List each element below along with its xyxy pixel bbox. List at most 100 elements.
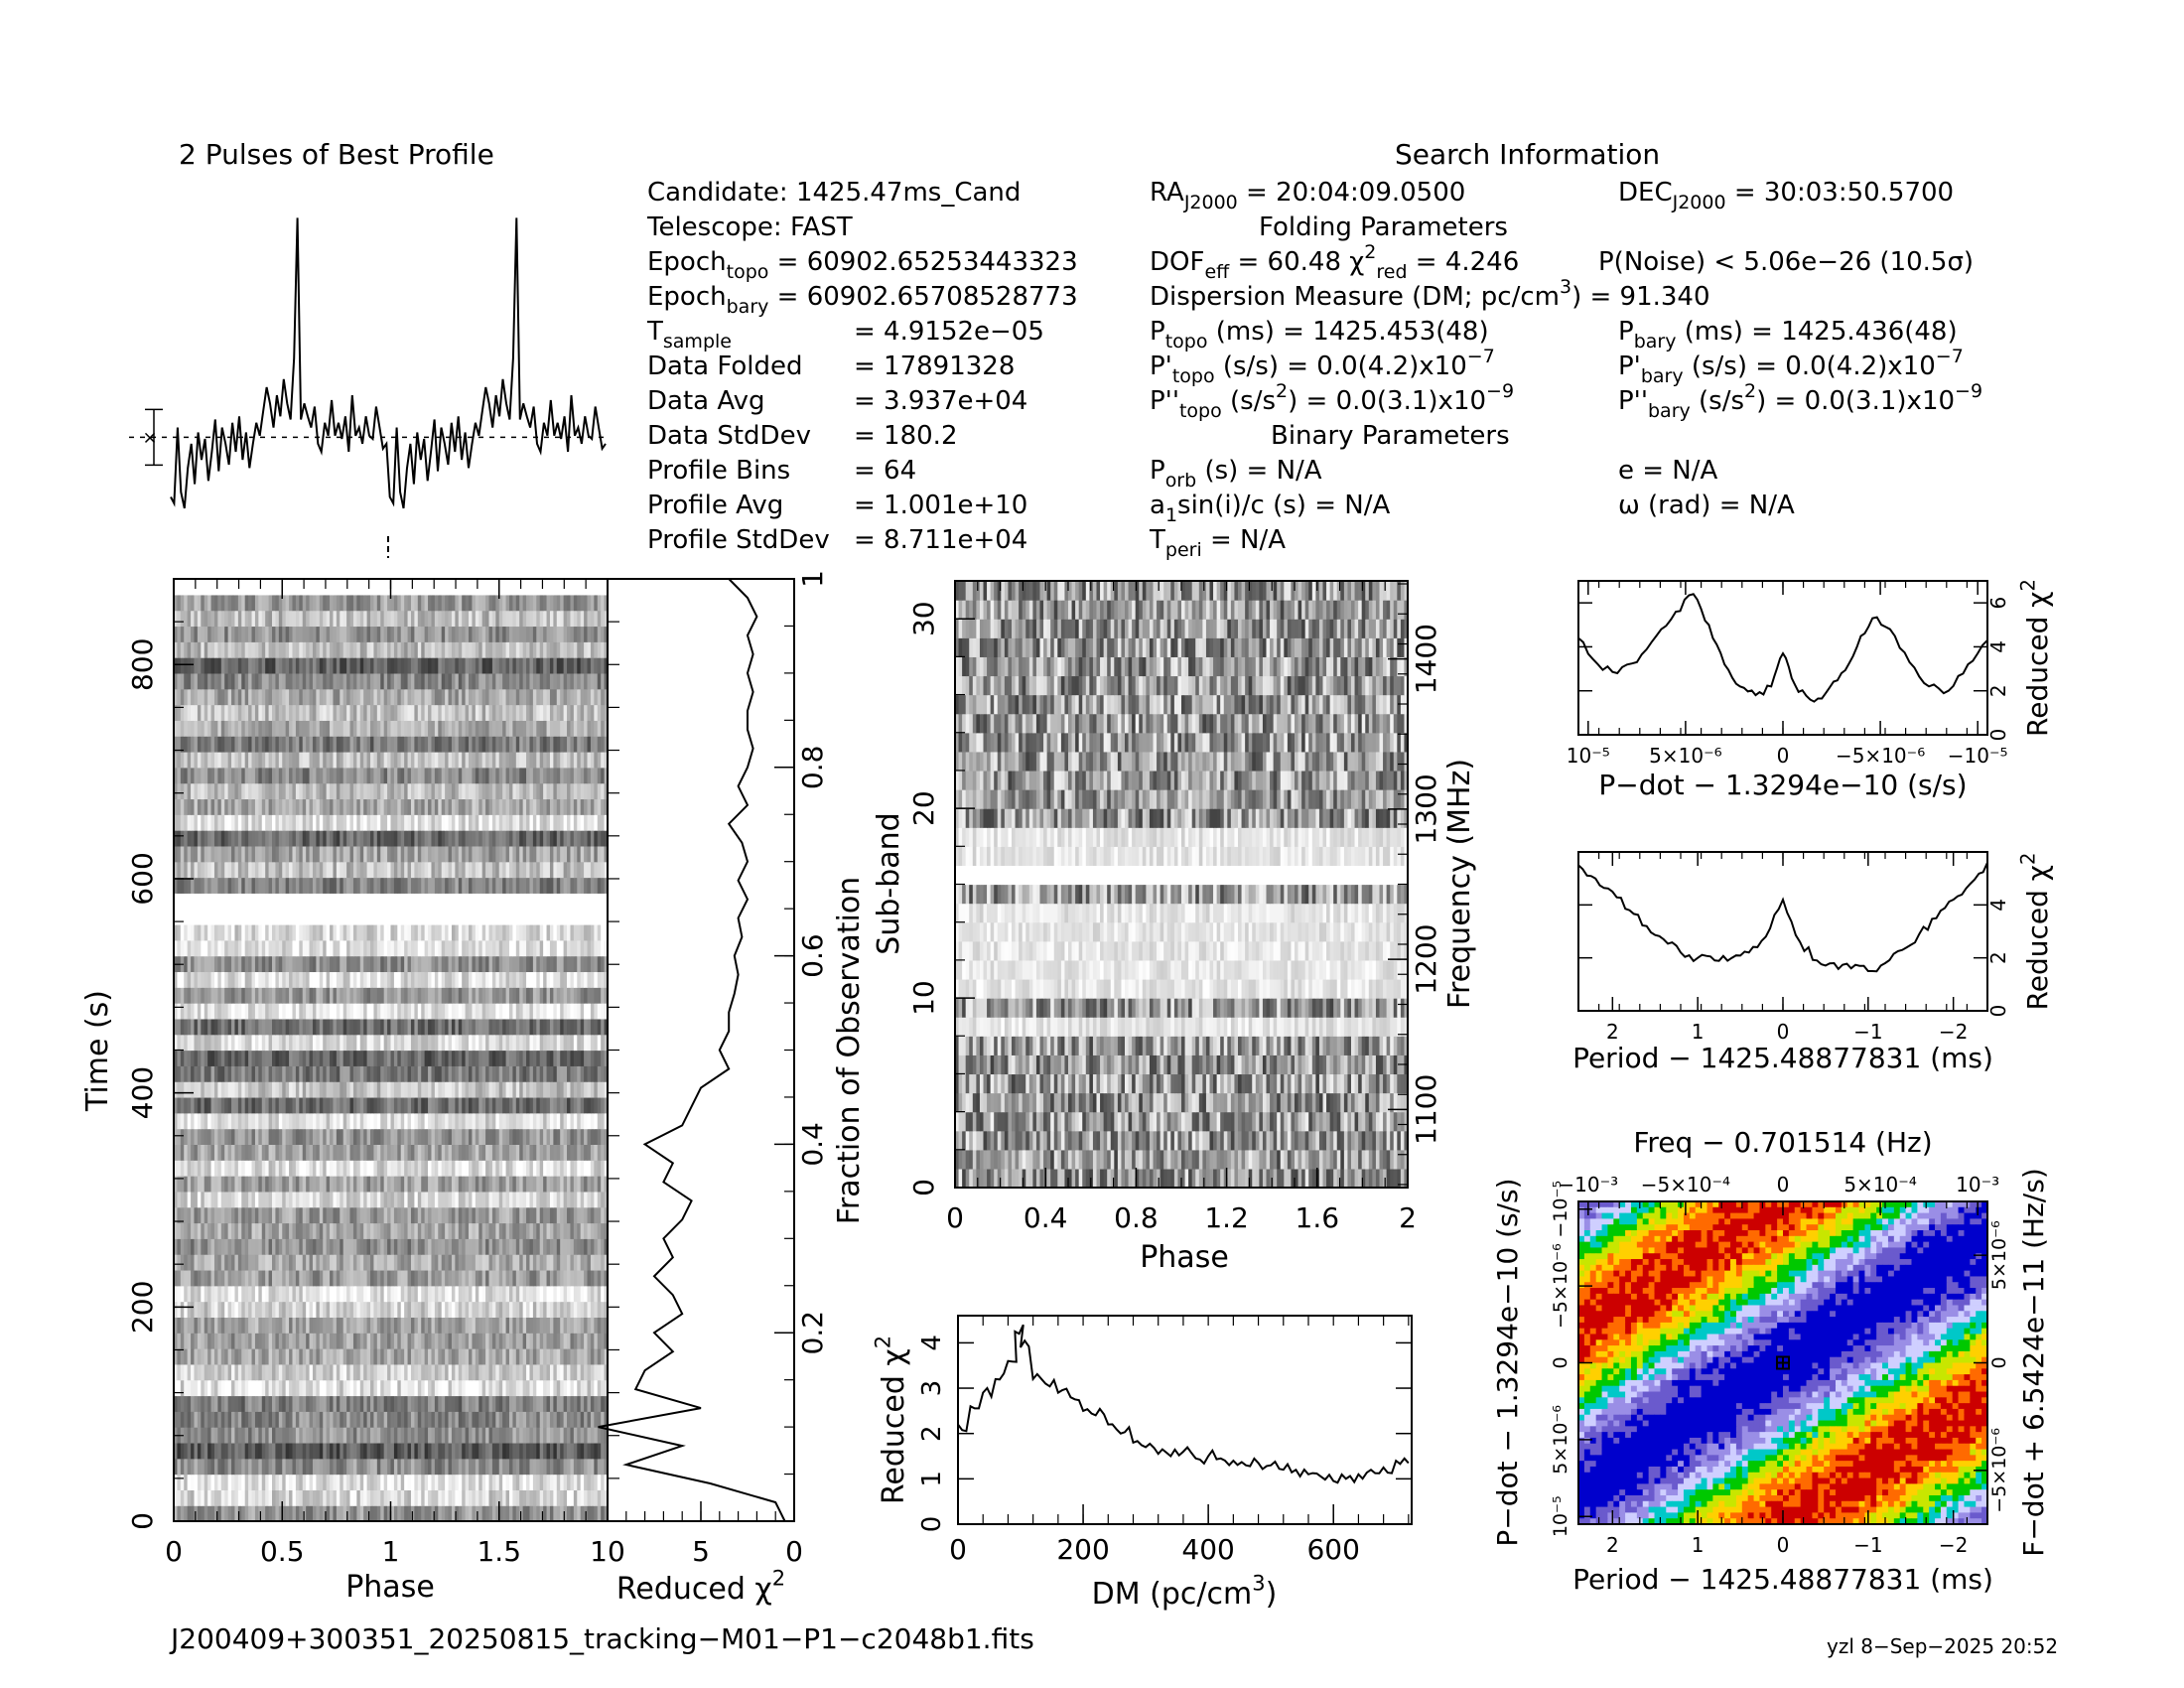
heatmap-cell [488,1317,493,1334]
heatmap-cell [292,1254,297,1271]
heatmap-cell [393,1003,398,1020]
heatmap-cell [570,1191,575,1208]
heatmap-cell [390,1050,395,1066]
heatmap-cell [512,1081,517,1098]
heatmap-cell [363,1442,368,1460]
heatmap-cell [519,971,524,988]
heatmap-cell [546,1395,551,1412]
heatmap-cell [316,1317,321,1334]
heatmap-cell [438,1206,443,1224]
heatmap-cell [549,1065,554,1082]
heatmap-cell [560,923,565,941]
heatmap-cell [349,987,354,1004]
heatmap-cell [529,1395,534,1412]
heatmap-cell [584,1206,589,1224]
heatmap-cell [295,1176,300,1193]
heatmap-cell [441,987,446,1004]
heatmap-cell [508,987,513,1004]
tperi-text: Tperi = N/A [1149,525,1286,561]
heatmap-cell [458,1269,463,1287]
heatmap-cell [180,1238,185,1255]
heatmap-cell [417,1474,422,1490]
heatmap-cell [553,1160,558,1177]
heatmap-cell [306,1191,311,1208]
heatmap-cell [234,923,239,941]
heatmap-cell [204,1427,208,1444]
heatmap-cell [383,1238,388,1255]
heatmap-cell [366,1034,371,1052]
heatmap-cell [529,1034,534,1052]
heatmap-cell [356,1176,361,1193]
heatmap-cell [213,1285,218,1303]
heatmap-cell [577,1442,582,1460]
heatmap-cell [261,1285,266,1303]
heatmap-cell [295,1050,300,1066]
heatmap-cell [352,1489,357,1506]
heatmap-cell [261,1363,266,1381]
heatmap-cell [414,1191,419,1208]
heatmap-cell [567,1254,572,1271]
heatmap-cell [475,1112,479,1130]
heatmap-cell [342,1081,347,1098]
heatmap-cell [431,1363,436,1381]
heatmap-cell [180,1176,185,1193]
heatmap-cell [495,1301,500,1318]
heatmap-cell [472,1222,477,1239]
heatmap-cell [553,955,558,973]
heatmap-cell [333,1222,338,1239]
heatmap-cell [536,1301,541,1318]
heatmap-cell [254,1003,259,1020]
heatmap-cell [231,1379,236,1397]
heatmap-cell [359,1395,364,1412]
heatmap-cell [248,1128,253,1145]
heatmap-cell [359,1238,364,1255]
heatmap-cell [187,1128,192,1145]
heatmap-cell [346,1034,351,1052]
heatmap-cell [380,1458,385,1476]
heatmap-cell [573,1317,578,1334]
heatmap-cell [323,1505,328,1522]
heatmap-cell [560,1489,565,1506]
heatmap-cell [498,1034,503,1052]
heatmap-cell [549,1112,554,1130]
heatmap-cell [590,1379,595,1397]
heatmap-cell [383,1505,388,1522]
heatmap-cell [522,1176,527,1193]
heatmap-cell [424,1176,429,1193]
heatmap-cell [505,1333,510,1349]
heatmap-cell [539,987,544,1004]
heatmap-cell [414,1081,419,1098]
heatmap-cell [261,1317,266,1334]
pddot-bary-text: P''bary (s/s2) = 0.0(3.1)x10−9 [1618,380,1982,422]
heatmap-cell [258,1442,263,1460]
heatmap-cell [519,1176,524,1193]
heatmap-cell [224,1458,229,1476]
heatmap-cell [522,1254,527,1271]
heatmap-cell [505,1442,510,1460]
heatmap-cell [604,1003,609,1020]
heatmap-cell [289,1395,294,1412]
heatmap-cell [448,1065,453,1082]
heatmap-cell [472,923,477,941]
heatmap-cell [485,939,490,957]
heatmap-cell [448,1333,453,1349]
heatmap-cell [512,1333,517,1349]
heatmap-cell [400,1379,405,1397]
heatmap-cell [404,1206,409,1224]
heatmap-cell [312,1505,317,1522]
heatmap-cell [472,1176,477,1193]
heatmap-cell [326,1065,331,1082]
heatmap-cell [502,1191,507,1208]
heatmap-cell [529,1191,534,1208]
heatmap-cell [526,971,531,988]
heatmap-cell [560,1333,565,1349]
heatmap-cell [455,909,460,925]
heatmap-cell [469,1427,474,1444]
heatmap-cell [505,1505,510,1522]
heatmap-cell [220,1176,225,1193]
heatmap-cell [549,1458,554,1476]
heatmap-cell [563,1254,568,1271]
heatmap-cell [448,1018,453,1036]
heatmap-cell [448,939,453,957]
heatmap-cell [265,1096,270,1114]
